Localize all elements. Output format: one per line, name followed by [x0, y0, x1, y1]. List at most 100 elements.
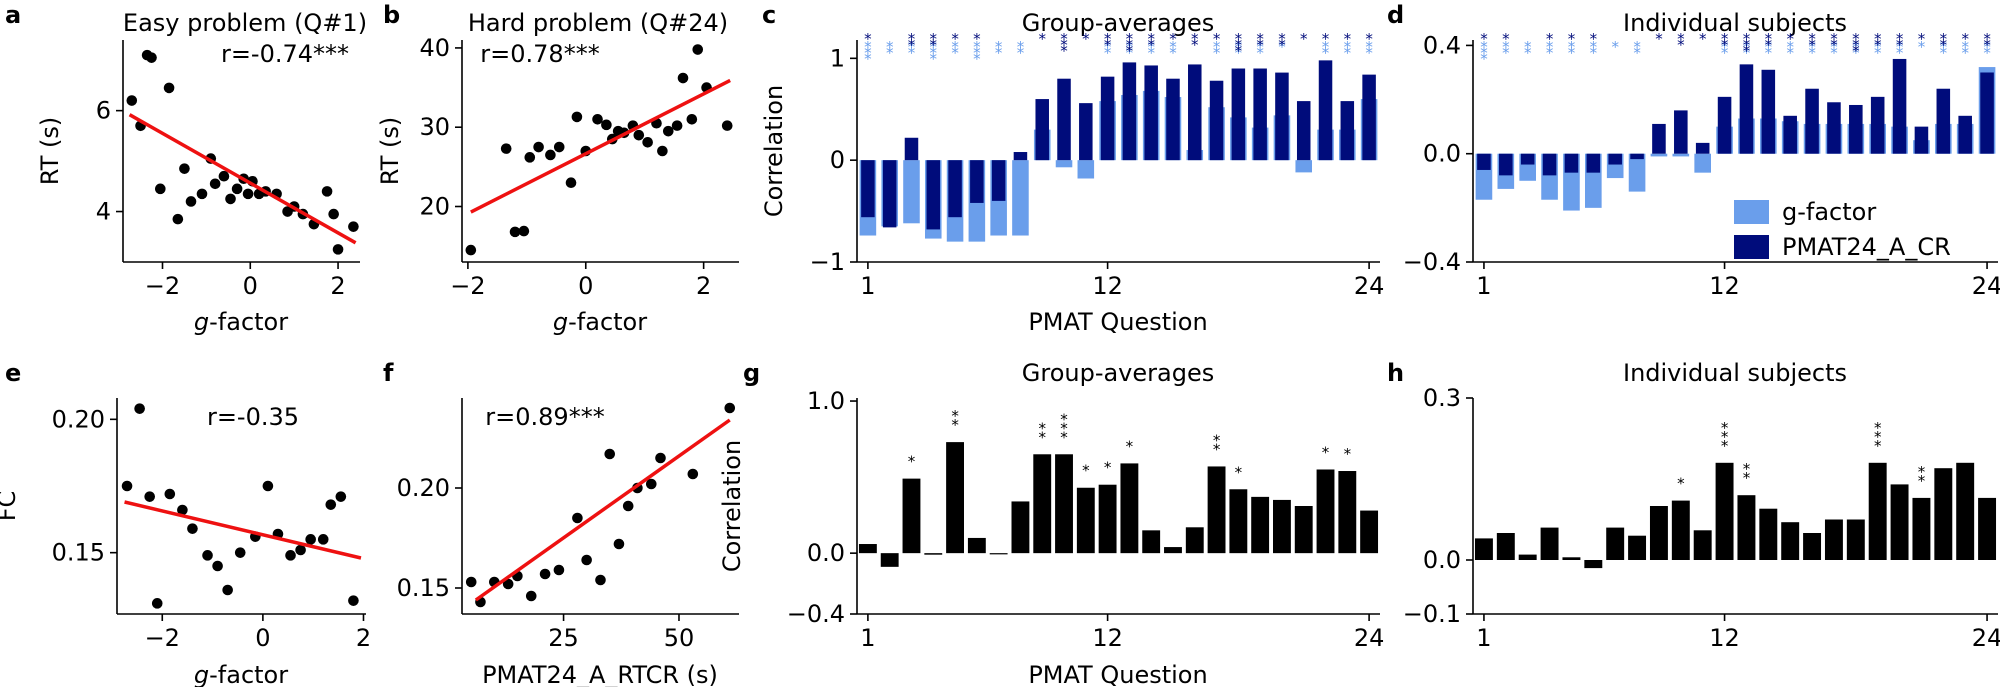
data-point — [571, 111, 583, 123]
significance-star: * — [1808, 38, 1816, 56]
significance-star: * — [1765, 36, 1773, 54]
y-tick-label: −0.4 — [1403, 248, 1461, 276]
bar-pmat24-a-cr — [1761, 69, 1776, 154]
significance-star: * — [1874, 437, 1882, 455]
data-point — [348, 595, 359, 606]
significance-star: * — [1038, 419, 1046, 437]
data-point — [285, 550, 296, 561]
panel-h: h Individual subjects***********1 12 24−0.1… — [1387, 359, 2000, 652]
significance-star: * — [1060, 42, 1068, 60]
significance-star: * — [1322, 30, 1330, 48]
significance-star: * — [1721, 44, 1729, 62]
bar-pmat24-a-cr — [1253, 68, 1267, 161]
data-point — [613, 538, 625, 550]
significance-star: * — [1721, 30, 1729, 48]
significance-star: * — [1038, 428, 1046, 446]
significance-star: * — [1104, 30, 1112, 48]
bar — [1011, 501, 1030, 554]
panel-d: d Individual subjects***** ** ** ** ** * ** ** **… — [1387, 1, 2000, 300]
x-axis-label-rest: -factor — [209, 308, 288, 336]
bar-pmat24-a-cr — [1100, 76, 1115, 161]
significance-star: * — [1256, 38, 1264, 56]
bar — [1649, 506, 1668, 560]
panel-a: a Easy problem (Q#1) r=-0.74*** −2 0 2 4 6 RT (s… — [5, 1, 367, 336]
data-point — [325, 499, 337, 510]
data-point — [172, 213, 184, 225]
significance-star: * — [1082, 462, 1090, 480]
bar-pmat24-a-cr — [1275, 72, 1289, 161]
bar-pmat24-a-cr — [1608, 153, 1622, 165]
data-point — [545, 149, 556, 161]
bar — [1142, 530, 1161, 554]
panel-g: g Group-averages*** ****** ** **** *1 12 24−0.4… — [718, 359, 1384, 687]
bar-pmat24-a-cr — [1057, 78, 1071, 161]
significance-star: * — [1524, 38, 1532, 56]
significance-star: * — [930, 50, 938, 68]
bar — [1912, 497, 1931, 560]
significance-star: * — [1126, 30, 1134, 48]
bar-pmat24-a-cr — [904, 137, 919, 161]
panel-f: f r=0.89*** 25 50 0.15 0.20 PMAT24_A_RTCR (s) — [383, 359, 739, 687]
bar — [1273, 499, 1291, 554]
significance-star: * — [1235, 44, 1243, 62]
significance-star: * — [1830, 38, 1838, 56]
significance-star: * — [1126, 38, 1134, 56]
significance-star: * — [1169, 44, 1177, 62]
x-tick-label: −2 — [145, 272, 180, 300]
significance-star: * — [1365, 38, 1373, 56]
significance-star: * — [1502, 30, 1510, 48]
significance-star: * — [1830, 30, 1838, 48]
significance-star: * — [1060, 30, 1068, 48]
significance-star: * — [1611, 38, 1619, 56]
data-point — [677, 72, 689, 84]
y-axis-label: FC — [0, 491, 21, 522]
data-point — [604, 448, 616, 460]
data-point — [146, 52, 157, 63]
significance-star: * — [1918, 463, 1926, 481]
significance-star: * — [1480, 50, 1488, 68]
y-axis-label: Correlation — [760, 85, 788, 217]
significance-star: * — [1786, 44, 1794, 62]
significance-star: * — [1256, 44, 1264, 62]
significance-star: * — [1480, 30, 1488, 48]
significance-star: * — [1852, 44, 1860, 62]
significance-star: * — [1721, 36, 1729, 54]
bar — [1628, 535, 1647, 560]
bar-pmat24-a-cr — [1783, 115, 1797, 154]
significance-star: * — [1918, 472, 1926, 490]
significance-star: * — [1852, 38, 1860, 56]
significance-star: * — [1322, 44, 1330, 62]
bar-pmat24-a-cr — [1739, 64, 1754, 154]
bar — [1715, 462, 1734, 560]
bar — [1671, 500, 1690, 560]
x-tick-label: 2 — [696, 272, 711, 300]
correlation-annotation: r=0.89*** — [485, 403, 604, 431]
bar-pmat24-a-cr — [1936, 88, 1951, 154]
significance-star: * — [951, 407, 959, 425]
data-point — [305, 534, 316, 545]
data-point — [295, 544, 306, 556]
x-axis-label-italic: g — [194, 661, 209, 687]
bar — [1540, 527, 1559, 560]
significance-star: * — [1743, 469, 1751, 487]
significance-star: * — [1546, 44, 1554, 62]
significance-star: * — [1213, 431, 1221, 449]
significance-star: * — [908, 30, 916, 48]
significance-star: * — [1743, 30, 1751, 48]
bar-pmat24-a-cr — [1188, 64, 1202, 161]
bar — [1098, 484, 1117, 554]
significance-star: * — [1082, 30, 1090, 48]
significance-star: * — [1940, 36, 1948, 54]
significance-star: * — [1104, 44, 1112, 62]
significance-star: * — [1147, 36, 1155, 54]
significance-star: * — [973, 50, 981, 68]
data-point — [242, 188, 254, 200]
panel-label: h — [1387, 359, 1404, 387]
significance-star: * — [1961, 30, 1969, 48]
significance-star: * — [973, 30, 981, 48]
significance-star: * — [1743, 44, 1751, 62]
significance-star: * — [1480, 38, 1488, 56]
bar — [1890, 484, 1909, 560]
data-point — [202, 550, 213, 561]
significance-star: * — [930, 38, 938, 56]
